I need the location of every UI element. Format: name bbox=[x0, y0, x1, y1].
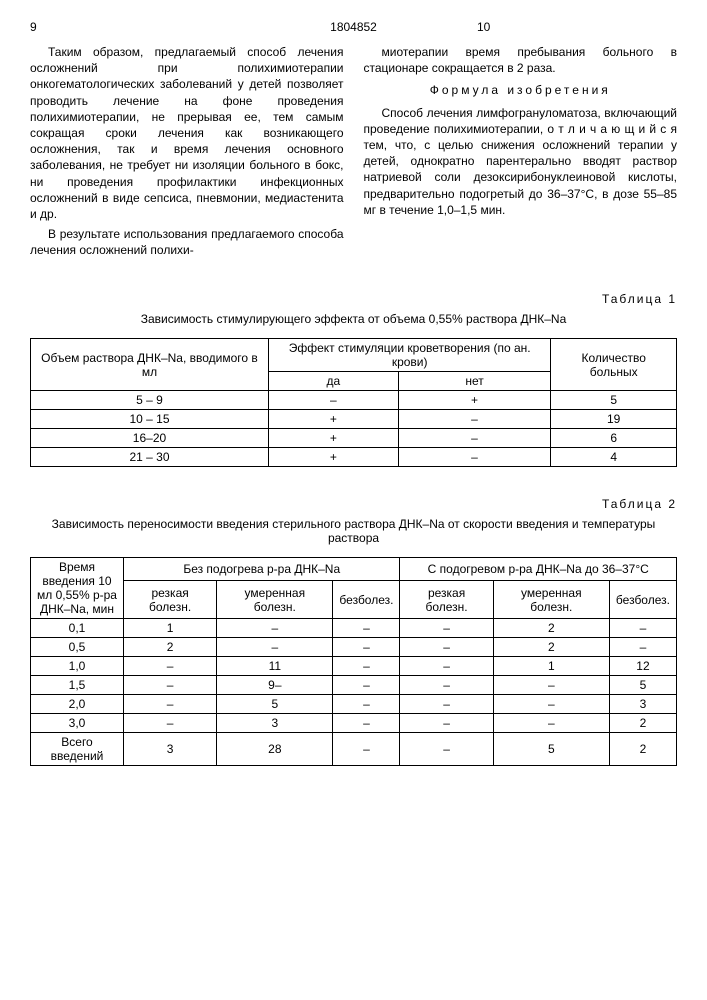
document-number: 1804852 bbox=[254, 20, 454, 34]
left-column: Таким образом, предлагаемый способ лечен… bbox=[30, 44, 344, 262]
t2-sa1: резкая болезн. bbox=[124, 580, 217, 619]
t2-sb2: умеренная болезн. bbox=[493, 580, 609, 619]
table2-label: Таблица 2 bbox=[30, 497, 677, 511]
table1-label: Таблица 1 bbox=[30, 292, 677, 306]
table-row: 5 – 9–+5 bbox=[31, 391, 677, 410]
table-row: 16–20+–6 bbox=[31, 429, 677, 448]
table-row: 0,11–––2– bbox=[31, 619, 677, 638]
table1-caption: Зависимость стимулирующего эффекта от об… bbox=[30, 312, 677, 326]
table-row: Всего введений328––52 bbox=[31, 733, 677, 766]
text-columns: Таким образом, предлагаемый способ лечен… bbox=[30, 44, 677, 262]
t2-h3: С подогревом р-ра ДНК–Na до 36–37°С bbox=[400, 558, 677, 580]
page-number-right: 10 bbox=[477, 20, 677, 34]
left-para-2: В результате использования предлагаемого… bbox=[30, 226, 344, 258]
t1-h2a: да bbox=[268, 372, 398, 391]
table1: Объем раствора ДНК–Na, вводимого в мл Эф… bbox=[30, 338, 677, 467]
right-para-1: миотерапии время пребывания больного в с… bbox=[364, 44, 678, 76]
right-para-2: Способ лечения лимфогрануломатоза, включ… bbox=[364, 105, 678, 218]
left-para-1: Таким образом, предлагаемый способ лечен… bbox=[30, 44, 344, 222]
page-number-left: 9 bbox=[30, 20, 230, 34]
t1-h2b: нет bbox=[398, 372, 551, 391]
t2-h1: Время введения 10 мл 0,55% р-ра ДНК–Na, … bbox=[31, 558, 124, 619]
t2-h2: Без подогрева р-ра ДНК–Na bbox=[124, 558, 400, 580]
table-row: 1,0–11––112 bbox=[31, 657, 677, 676]
table-row: 21 – 30+–4 bbox=[31, 448, 677, 467]
table2: Время введения 10 мл 0,55% р-ра ДНК–Na, … bbox=[30, 557, 677, 766]
formula-title: Формула изобретения bbox=[364, 82, 678, 98]
t2-sb1: умеренная болезн. bbox=[217, 580, 333, 619]
t1-h2: Эффект стимуляции кроветворения (по ан. … bbox=[268, 339, 550, 372]
table2-caption: Зависимость переносимости введения стери… bbox=[30, 517, 677, 545]
t2-sc1: безболез. bbox=[333, 580, 400, 619]
table-row: 1,5–9––––5 bbox=[31, 676, 677, 695]
t2-sc2: безболез. bbox=[609, 580, 676, 619]
table-row: 0,52–––2– bbox=[31, 638, 677, 657]
table-row: 3,0–3–––2 bbox=[31, 714, 677, 733]
t1-h3: Количество больных bbox=[551, 339, 677, 391]
t1-h1: Объем раствора ДНК–Na, вводимого в мл bbox=[31, 339, 269, 391]
table-row: 10 – 15+–19 bbox=[31, 410, 677, 429]
t2-sa2: резкая болезн. bbox=[400, 580, 493, 619]
right-column: миотерапии время пребывания больного в с… bbox=[364, 44, 678, 262]
table-row: 2,0–5–––3 bbox=[31, 695, 677, 714]
page-header: 9 1804852 10 bbox=[30, 20, 677, 34]
